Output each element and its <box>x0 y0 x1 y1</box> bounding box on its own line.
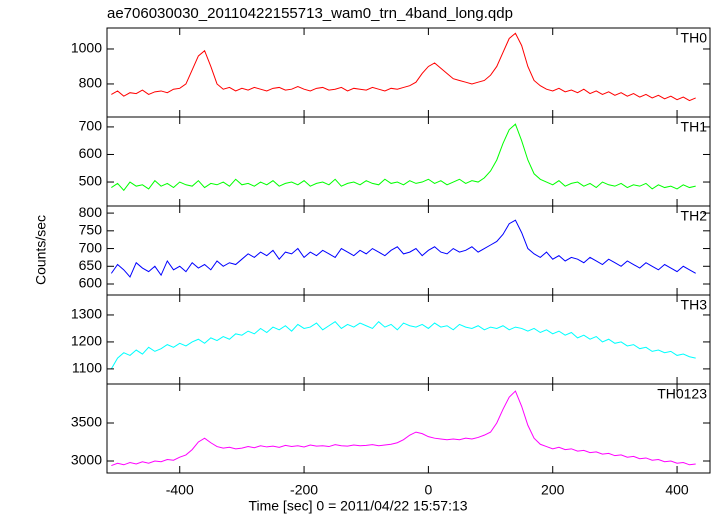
panel-frame <box>106 116 711 207</box>
x-tick-label: -400 <box>166 482 194 498</box>
x-tick-label: 400 <box>665 482 689 498</box>
y-tick-label: 700 <box>79 239 103 255</box>
y-tick-label: 800 <box>79 204 103 220</box>
chart-title: ae706030030_20110422155713_wam0_trn_4ban… <box>107 5 513 22</box>
panel-label: TH2 <box>681 208 708 224</box>
panel-label: TH0123 <box>657 386 707 402</box>
y-tick-label: 1100 <box>72 360 102 376</box>
x-axis-label: Time [sec] 0 = 2011/04/22 15:57:13 <box>248 498 467 514</box>
y-tick-label: 3500 <box>71 414 102 430</box>
y-tick-label: 700 <box>79 118 103 134</box>
x-tick-label: 200 <box>541 482 565 498</box>
y-tick-label: 650 <box>79 257 103 273</box>
panel-label: TH3 <box>681 297 708 313</box>
series-line <box>111 123 696 192</box>
panel-frame <box>106 383 711 474</box>
series-line <box>111 32 696 102</box>
y-tick-label: 1300 <box>71 306 102 322</box>
y-tick-label: 1200 <box>71 333 102 349</box>
y-tick-label: 600 <box>79 145 103 161</box>
y-tick-label: 600 <box>79 275 103 291</box>
series-line <box>110 219 696 278</box>
x-tick-label: 0 <box>424 482 432 498</box>
y-tick-label: 1000 <box>71 40 102 56</box>
series-line <box>111 390 696 467</box>
y-tick-label: 3000 <box>71 452 102 468</box>
y-tick-label: 500 <box>79 173 103 189</box>
panel-label: TH1 <box>681 119 708 135</box>
panel-label: TH0 <box>681 30 708 46</box>
y-tick-label: 800 <box>79 75 103 91</box>
y-axis-label: Counts/sec <box>33 215 49 285</box>
panel-frame <box>106 205 711 296</box>
y-tick-label: 750 <box>79 222 103 238</box>
series-line <box>110 321 696 370</box>
panel-frame <box>106 27 711 118</box>
x-tick-label: -200 <box>290 482 318 498</box>
